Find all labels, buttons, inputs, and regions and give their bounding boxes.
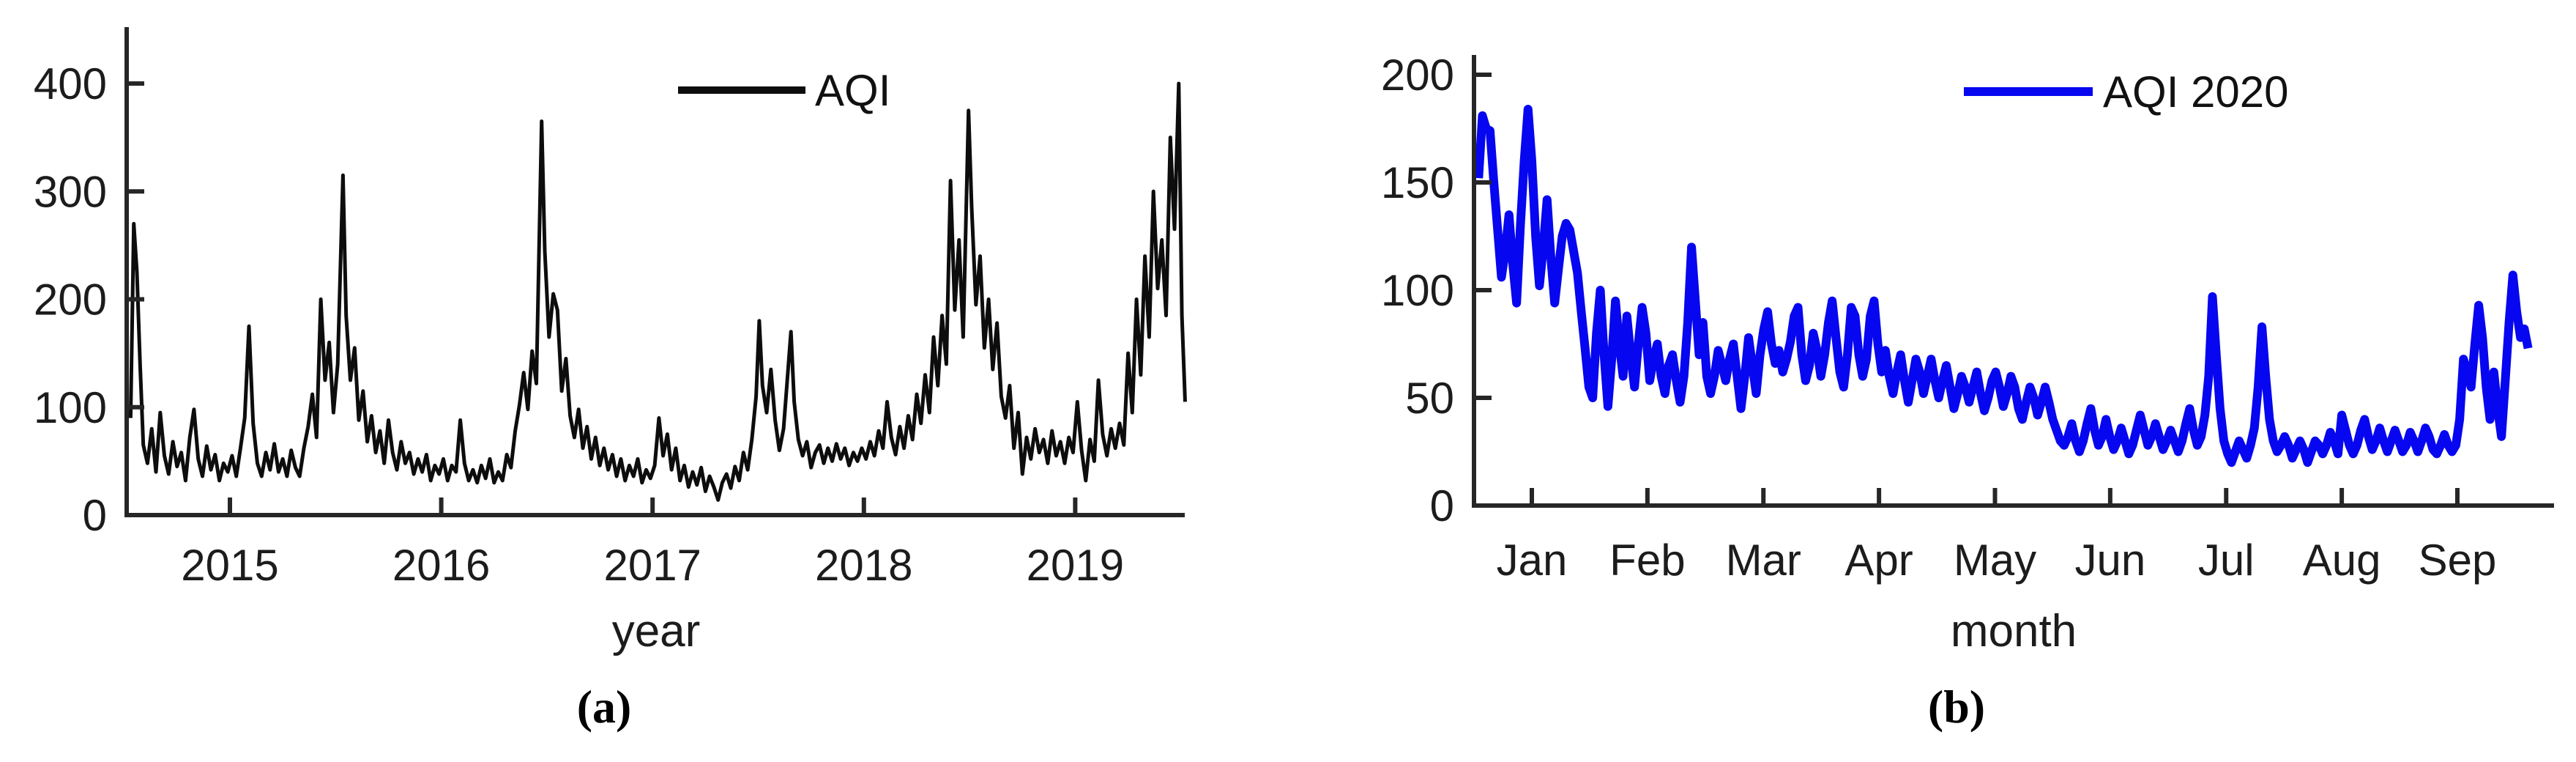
x-tick-label-b: Sep [2419,536,2497,585]
caption-a: (a) [576,681,632,733]
y-tick-label-b: 200 [1381,51,1454,100]
x-tick-label-b: Apr [1844,536,1913,585]
x-tick-label-b: Mar [1726,536,1801,585]
y-tick-label-a: 300 [34,167,107,216]
x-tick-label-a: 2015 [181,541,278,590]
x-tick-label-b: Feb [1609,536,1685,585]
y-tick-label-a: 100 [34,383,107,432]
panel-a-legend: AQI [678,66,890,115]
panel-a-generated: 2015 2016 2017 2018 2019 0 100 200 300 400 [34,27,1187,590]
series-line-b [1474,105,2533,467]
panel-b-generated: Jan Feb Mar Apr May Jun Jul Aug Sep 0 50 100 150 200 [1381,51,2554,585]
y-tick-label-b: 100 [1381,266,1454,315]
panel-a-xlabel: year [612,606,701,656]
y-tick-label-a: 200 [34,275,107,325]
x-tick-label-b: Aug [2303,536,2381,585]
x-tick-label-a: 2017 [603,541,701,590]
x-tick-label-b: Jul [2198,536,2255,585]
panel-a: 2015 2016 2017 2018 2019 0 100 200 300 400 year A… [34,27,1187,656]
panel-b-legend: AQI 2020 [1964,67,2289,116]
x-tick-label-a: 2016 [392,541,490,590]
y-tick-label-b: 0 [1430,481,1454,530]
y-tick-label-a: 0 [83,491,107,540]
legend-label-aqi-2020: AQI 2020 [2103,67,2289,116]
caption-b: (b) [1927,681,1986,733]
series-line-a [128,81,1187,502]
x-tick-label-a: 2019 [1027,541,1124,590]
panel-b-xlabel: month [1951,606,2077,656]
panel-b: Jan Feb Mar Apr May Jun Jul Aug Sep050100150200 … [1381,51,2554,656]
x-tick-label-a: 2018 [815,541,912,590]
x-tick-label-b: Jun [2074,536,2145,585]
legend-label-aqi: AQI [815,66,890,115]
y-tick-label-b: 150 [1381,158,1454,207]
y-tick-label-b: 50 [1405,374,1454,423]
y-tick-label-a: 400 [34,59,107,108]
x-tick-label-b: Jan [1497,536,1568,585]
x-tick-label-b: May [1954,536,2036,585]
